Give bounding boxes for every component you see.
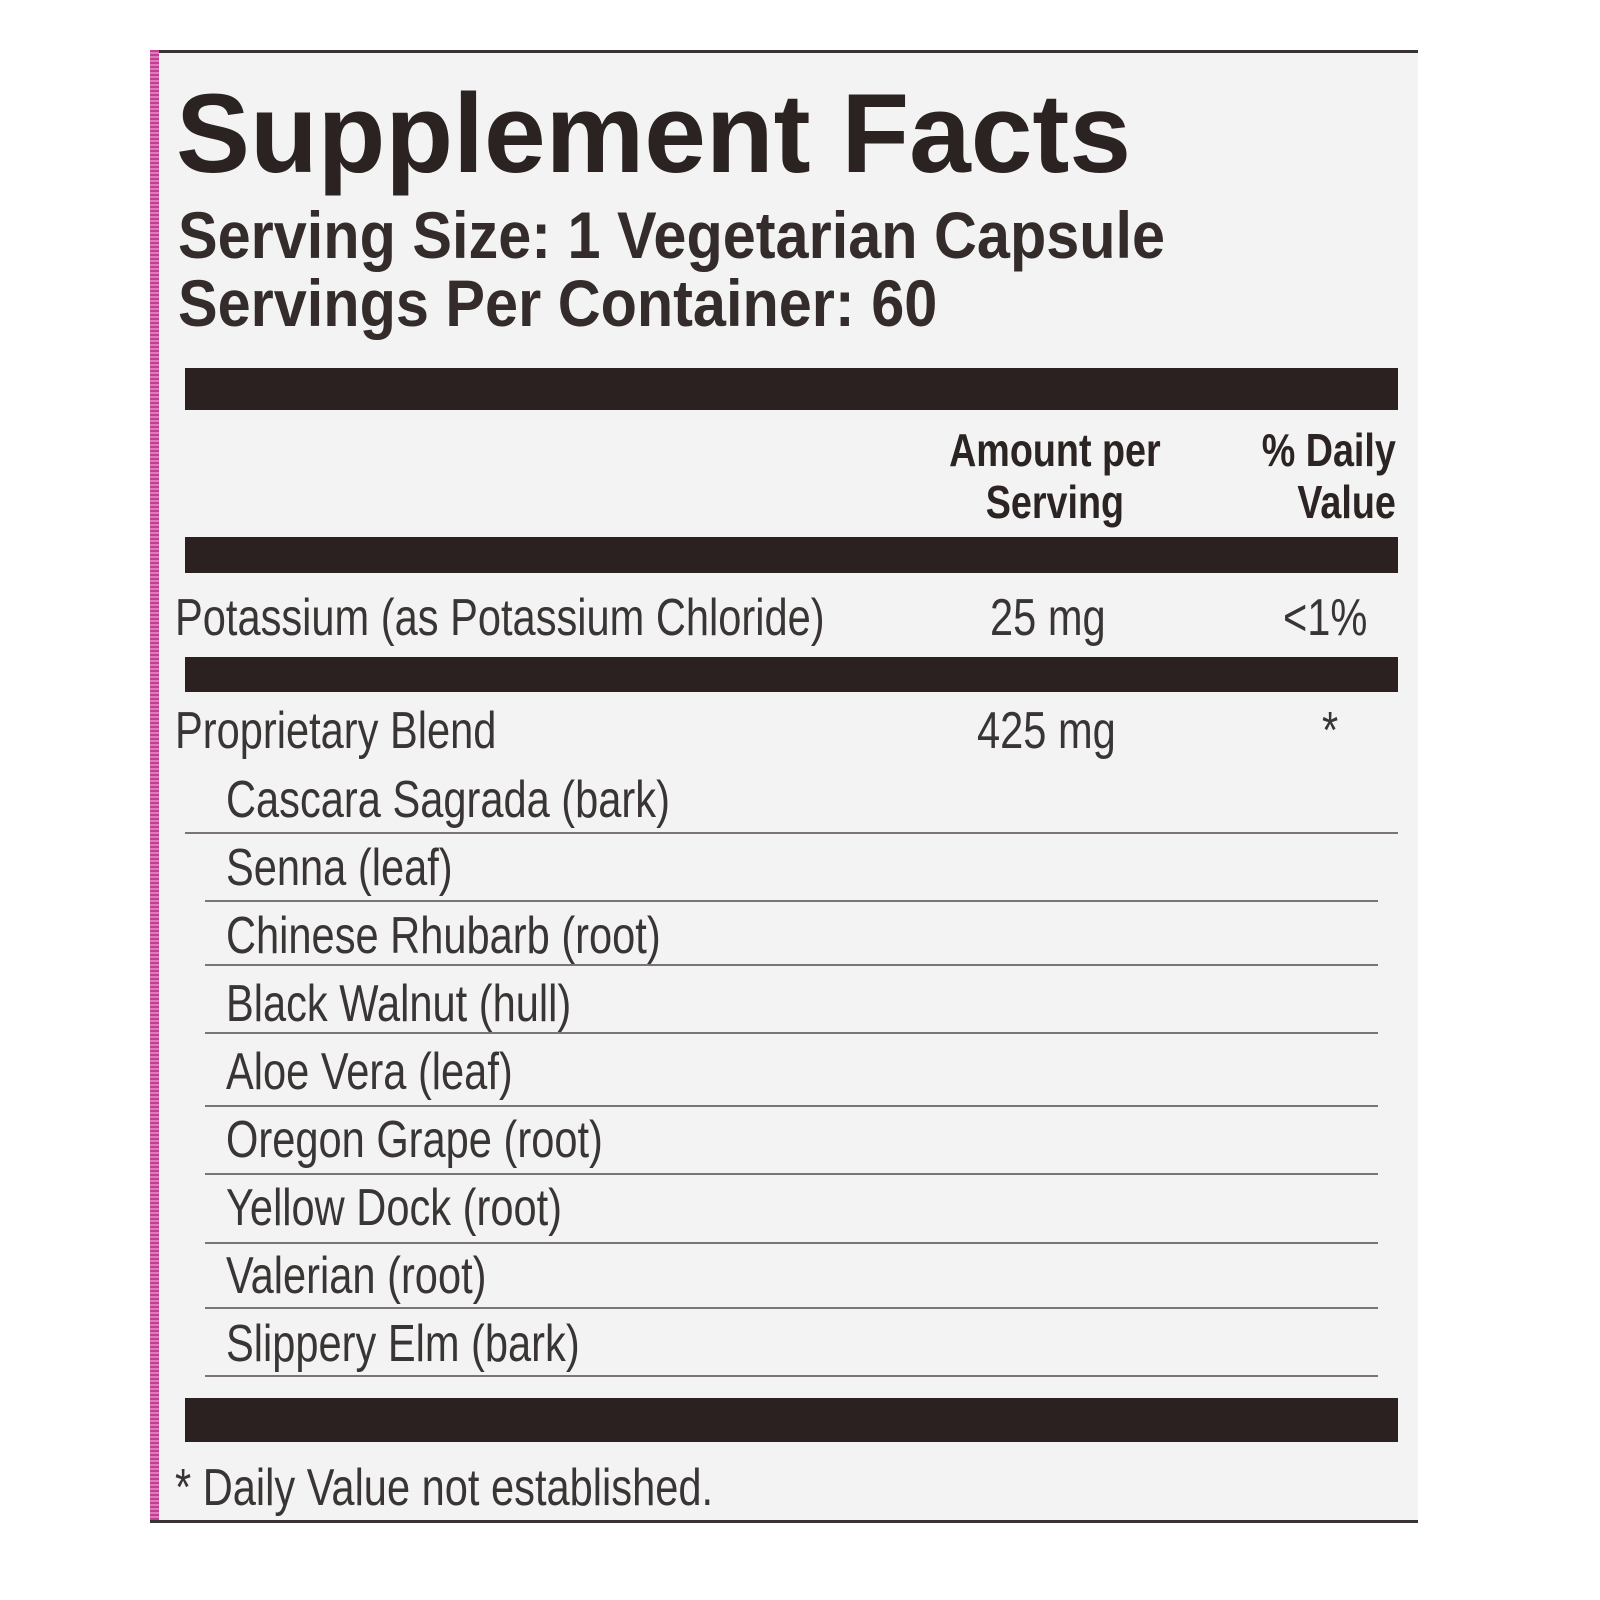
thick-divider	[185, 537, 1398, 573]
dv-header-line1: % Daily	[1261, 424, 1396, 476]
footnote: * Daily Value not established.	[175, 1459, 714, 1517]
row-divider	[205, 1105, 1378, 1107]
blend-ingredient: Black Walnut (hull)	[226, 975, 572, 1033]
blend-ingredient: Cascara Sagrada (bark)	[226, 771, 670, 829]
dv-header-line2: Value	[1297, 476, 1396, 528]
blend-ingredient: Aloe Vera (leaf)	[226, 1043, 513, 1101]
thick-divider	[185, 1398, 1398, 1442]
row-divider	[205, 1032, 1378, 1034]
nutrient-name: Potassium (as Potassium Chloride)	[175, 589, 825, 647]
row-divider	[185, 832, 1398, 834]
thick-divider	[185, 657, 1398, 692]
blend-ingredient: Chinese Rhubarb (root)	[226, 907, 661, 965]
pink-edge-strip	[150, 50, 159, 1520]
servings-per-container: Servings Per Container: 60	[178, 266, 938, 340]
serving-size: Serving Size: 1 Vegetarian Capsule	[178, 198, 1166, 272]
row-divider	[205, 1173, 1378, 1175]
amount-header-line2: Serving	[985, 476, 1125, 528]
daily-value-header: % Daily Value	[1245, 424, 1396, 528]
blend-ingredient: Yellow Dock (root)	[226, 1179, 563, 1237]
blend-ingredient: Valerian (root)	[226, 1247, 487, 1305]
blend-amount: 425 mg	[977, 702, 1116, 760]
row-divider	[205, 1307, 1378, 1309]
blend-dv: *	[1322, 702, 1339, 760]
row-divider	[205, 1375, 1378, 1377]
blend-ingredient: Slippery Elm (bark)	[226, 1315, 580, 1373]
amount-header-line1: Amount per	[949, 424, 1161, 476]
amount-header: Amount per Serving	[936, 424, 1174, 528]
blend-ingredient: Senna (leaf)	[226, 839, 453, 897]
label-title: Supplement Facts	[176, 71, 1131, 196]
row-divider	[205, 900, 1378, 902]
blend-name: Proprietary Blend	[175, 702, 497, 760]
nutrient-dv: <1%	[1283, 589, 1368, 647]
row-divider	[205, 964, 1378, 966]
thick-divider	[185, 368, 1398, 410]
blend-ingredient: Oregon Grape (root)	[226, 1111, 603, 1169]
supplement-facts-panel	[150, 50, 1418, 1523]
nutrient-amount: 25 mg	[990, 589, 1106, 647]
row-divider	[205, 1242, 1378, 1244]
